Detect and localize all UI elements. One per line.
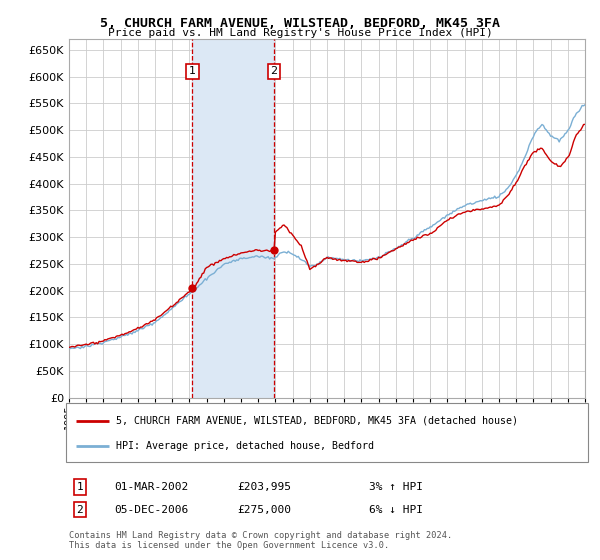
Text: 2: 2: [76, 505, 83, 515]
Text: 5, CHURCH FARM AVENUE, WILSTEAD, BEDFORD, MK45 3FA: 5, CHURCH FARM AVENUE, WILSTEAD, BEDFORD…: [100, 17, 500, 30]
Bar: [193, 39, 274, 398]
Text: £203,995: £203,995: [237, 482, 291, 492]
Text: 01-MAR-2002: 01-MAR-2002: [114, 482, 188, 492]
Text: 2: 2: [271, 66, 278, 76]
Text: 5, CHURCH FARM AVENUE, WILSTEAD, BEDFORD, MK45 3FA (detached house): 5, CHURCH FARM AVENUE, WILSTEAD, BEDFORD…: [116, 416, 518, 426]
Text: 3% ↑ HPI: 3% ↑ HPI: [369, 482, 423, 492]
Text: 1: 1: [189, 66, 196, 76]
Text: £275,000: £275,000: [237, 505, 291, 515]
Text: Price paid vs. HM Land Registry's House Price Index (HPI): Price paid vs. HM Land Registry's House …: [107, 28, 493, 38]
Text: 1: 1: [76, 482, 83, 492]
Text: 05-DEC-2006: 05-DEC-2006: [114, 505, 188, 515]
Text: Contains HM Land Registry data © Crown copyright and database right 2024.
This d: Contains HM Land Registry data © Crown c…: [69, 530, 452, 550]
Text: 6% ↓ HPI: 6% ↓ HPI: [369, 505, 423, 515]
Text: HPI: Average price, detached house, Bedford: HPI: Average price, detached house, Bedf…: [116, 441, 374, 451]
